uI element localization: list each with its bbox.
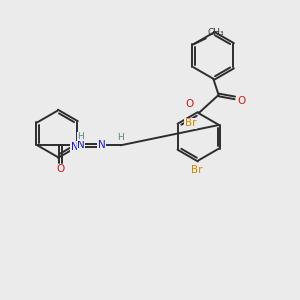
Text: Br: Br bbox=[191, 165, 203, 175]
Text: N: N bbox=[98, 140, 105, 150]
Text: H: H bbox=[117, 133, 124, 142]
Text: N: N bbox=[71, 142, 79, 152]
Text: H: H bbox=[78, 132, 84, 141]
Text: O: O bbox=[186, 99, 194, 110]
Text: O: O bbox=[237, 96, 245, 106]
Text: O: O bbox=[56, 164, 64, 174]
Text: CH₃: CH₃ bbox=[207, 28, 224, 37]
Text: Br: Br bbox=[185, 118, 196, 128]
Text: N: N bbox=[77, 140, 85, 150]
